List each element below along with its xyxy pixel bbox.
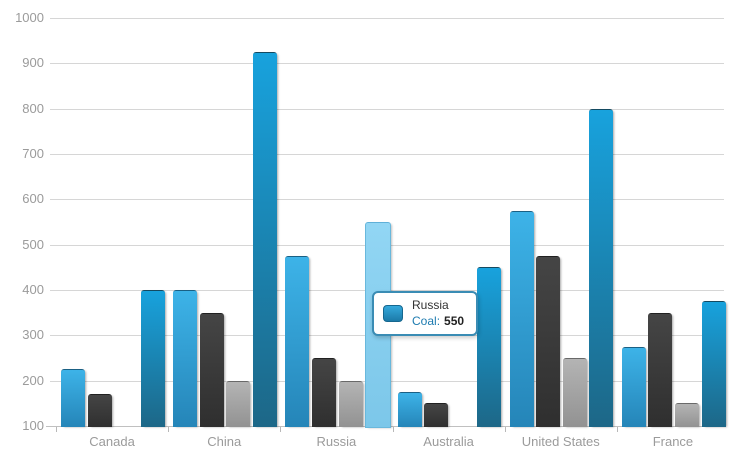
bar-series-1-united-states[interactable]: [509, 210, 534, 427]
y-axis-label: 1000: [15, 10, 44, 25]
y-axis-label: 400: [22, 282, 44, 297]
bar-series-1-canada[interactable]: [61, 369, 85, 427]
y-axis-label: 700: [22, 146, 44, 161]
y-axis-label: 500: [22, 236, 44, 252]
x-axis-tick: [616, 427, 618, 432]
gridline: [50, 154, 724, 155]
x-axis-label: Russia: [316, 434, 357, 449]
gridline: [50, 18, 724, 19]
y-axis-label: 100: [22, 418, 44, 433]
y-axis-label: 200: [22, 372, 44, 388]
y-axis-label: 300: [22, 327, 44, 343]
bar-series-3-russia[interactable]: [338, 380, 363, 427]
tooltip: Russia Coal 550: [372, 291, 479, 336]
y-axis-label: 600: [22, 191, 44, 207]
bar-series-2-canada[interactable]: [87, 394, 112, 427]
x-axis-tick: [280, 427, 282, 432]
bar-series-3-united-states[interactable]: [562, 358, 587, 427]
bar-series-1-china[interactable]: [173, 290, 198, 427]
bar-series-1-australia[interactable]: [397, 392, 422, 427]
x-axis-label: China: [207, 434, 242, 449]
x-axis-tick: [56, 427, 57, 432]
bar-coal-canada[interactable]: [140, 290, 165, 427]
gridline: [50, 199, 724, 201]
bar-series-2-united-states[interactable]: [536, 256, 561, 427]
x-axis-label: Canada: [89, 434, 135, 449]
gridline: [50, 108, 724, 110]
bar-series-1-russia[interactable]: [285, 256, 310, 427]
tooltip-series-label: Coal: [412, 314, 440, 328]
tooltip-text: Russia Coal 550: [412, 298, 464, 329]
series-marker-icon: [383, 305, 403, 322]
y-axis-label: 800: [22, 100, 44, 116]
x-axis-tick: [504, 427, 506, 432]
bar-series-1-france[interactable]: [621, 346, 646, 427]
bar-series-3-france[interactable]: [675, 403, 700, 427]
x-axis-tick: [392, 427, 394, 432]
gridline: [50, 63, 724, 65]
bar-series-2-france[interactable]: [648, 312, 673, 427]
bar-series-2-russia[interactable]: [311, 358, 336, 427]
bar-coal-united-states[interactable]: [589, 108, 614, 427]
tooltip-value-line: Coal 550: [412, 313, 464, 329]
bar-series-3-china[interactable]: [226, 380, 251, 427]
x-axis-label: United States: [521, 434, 600, 449]
tooltip-category: Russia: [412, 298, 449, 312]
x-axis-label: Australia: [423, 434, 474, 449]
y-axis-label: 900: [22, 55, 44, 71]
bar-coal-france[interactable]: [701, 301, 726, 427]
x-axis-label: France: [652, 434, 694, 449]
bar-coal-china[interactable]: [252, 52, 277, 427]
bar-series-2-china[interactable]: [199, 312, 224, 427]
bar-series-2-australia[interactable]: [424, 403, 449, 427]
bar-coal-australia[interactable]: [477, 267, 502, 427]
x-axis-tick: [168, 427, 170, 432]
tooltip-value: 550: [444, 314, 465, 328]
